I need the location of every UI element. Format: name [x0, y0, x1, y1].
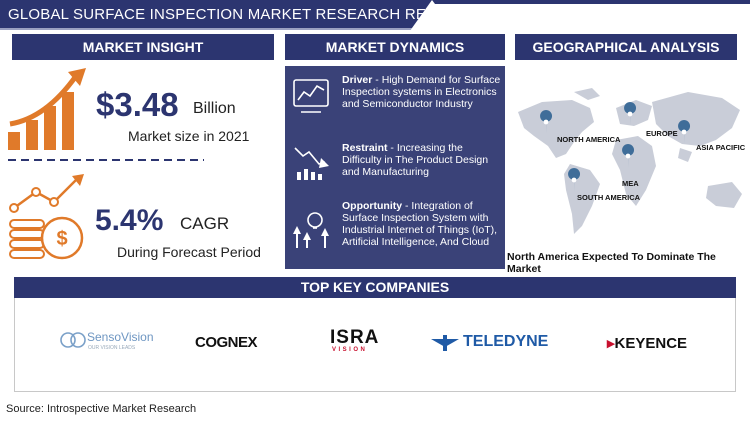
- keyence-name: KEYENCE: [614, 335, 688, 352]
- growth-bar-chart-icon: [8, 68, 86, 150]
- logo-cognex: COGNEX: [195, 334, 258, 351]
- market-insight-header: MARKET INSIGHT: [12, 34, 274, 60]
- driver-description: - High Demand for Surface Inspection sys…: [342, 74, 501, 110]
- market-size-unit: Billion: [193, 100, 236, 117]
- market-size-caption: Market size in 2021: [128, 128, 250, 144]
- opportunity-text: Opportunity - Integration of Surface Ins…: [342, 200, 502, 248]
- teledyne-name: TELEDYNE: [463, 333, 549, 350]
- opportunity-description: - Integration of Surface Inspection Syst…: [342, 200, 498, 248]
- restraint-label: Restraint: [342, 142, 388, 154]
- section-divider: [8, 159, 204, 161]
- world-map: [518, 88, 742, 234]
- restraint-description: - Increasing the Difficulty in The Produ…: [342, 142, 489, 178]
- page-title: GLOBAL SURFACE INSPECTION MARKET RESEARC…: [8, 6, 469, 23]
- source-note: Source: Introspective Market Research: [6, 403, 197, 415]
- driver-label: Driver: [342, 74, 373, 86]
- keyence-k-mark: ▸: [607, 335, 615, 352]
- region-label-mea: MEA: [622, 179, 639, 188]
- sensovision-mark-icon: [60, 332, 86, 348]
- teledyne-mark-icon: [431, 335, 459, 351]
- south-america-pin: [568, 168, 581, 192]
- sensovision-name: SensoVision: [87, 330, 154, 344]
- title-banner-shape: [0, 0, 750, 30]
- growth-bulb-icon: [293, 212, 329, 248]
- geographical-analysis-header: GEOGRAPHICAL ANALYSIS: [515, 34, 737, 60]
- opportunity-label: Opportunity: [342, 200, 403, 212]
- top-key-companies-header: TOP KEY COMPANIES: [14, 277, 736, 298]
- cagr-value: 5.4%: [95, 204, 164, 237]
- market-size-value: $3.48: [96, 86, 179, 123]
- svg-text:$: $: [56, 228, 67, 250]
- north-america-pin: [540, 110, 553, 134]
- declining-chart-icon: [294, 147, 329, 180]
- region-label-south-america: SOUTH AMERICA: [577, 193, 641, 202]
- isra-name: ISRA: [330, 327, 380, 348]
- market-dynamics-header: MARKET DYNAMICS: [285, 34, 505, 60]
- cagr-unit: CAGR: [180, 214, 230, 233]
- restraint-text: Restraint - Increasing the Difficulty in…: [342, 142, 502, 178]
- driver-text: Driver - High Demand for Surface Inspect…: [342, 74, 502, 110]
- coins-dollar-icon: $: [9, 174, 84, 260]
- region-label-north-america: NORTH AMERICA: [557, 135, 621, 144]
- cagr-caption: During Forecast Period: [117, 244, 261, 260]
- isra-sublabel: VISION: [332, 347, 368, 353]
- mea-pin: [622, 144, 635, 168]
- chart-monitor-icon: [293, 79, 329, 113]
- europe-pin: [624, 102, 637, 126]
- sensovision-tagline: OUR VISION LEADS: [88, 345, 136, 351]
- region-label-asia-pacific: ASIA PACIFIC: [696, 143, 746, 152]
- logo-keyence: ▸KEYENCE: [607, 334, 687, 352]
- title-bar: GLOBAL SURFACE INSPECTION MARKET RESEARC…: [0, 0, 750, 30]
- geo-footer: North America Expected To Dominate The M…: [507, 251, 716, 275]
- region-label-europe: EUROPE: [646, 129, 678, 138]
- market-dynamics-panel: Driver - High Demand for Surface Inspect…: [285, 66, 505, 269]
- asia-pacific-pin: [678, 120, 691, 144]
